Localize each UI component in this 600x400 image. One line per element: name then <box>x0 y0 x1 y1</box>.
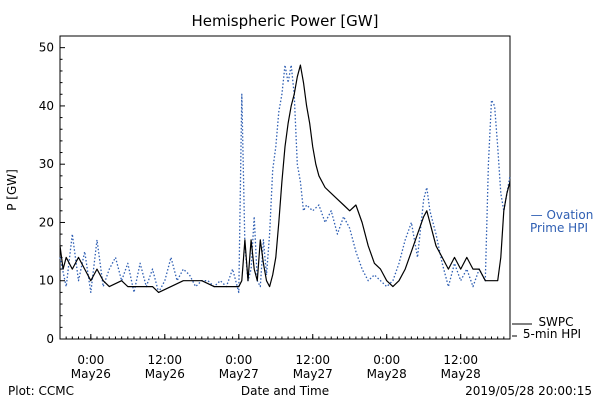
y-ticks: 0 10 20 30 40 50 <box>39 41 65 346</box>
y-axis-label: P [GW] <box>5 169 19 211</box>
x-tick-date: May26 <box>71 367 111 381</box>
x-tick-date: May27 <box>293 367 333 381</box>
x-tick-date: May27 <box>219 367 259 381</box>
x-axis-label: Date and Time <box>241 384 329 398</box>
x-tick-date: May28 <box>441 367 481 381</box>
x-tick-time: 12:00 <box>443 353 478 367</box>
x-tick-time: 12:00 <box>147 353 182 367</box>
y-tick-label: 0 <box>46 332 54 346</box>
series-ovation-prime-line <box>59 64 511 294</box>
y-tick-label: 30 <box>39 157 54 171</box>
chart-title: Hemispheric Power [GW] <box>192 12 379 30</box>
x-tick-date: May28 <box>367 367 407 381</box>
legend-ovation-line2: Prime HPI <box>530 221 588 235</box>
y-tick-label: 50 <box>39 41 54 55</box>
series-swpc-line <box>59 64 511 293</box>
y-tick-label: 40 <box>39 99 54 113</box>
x-ticks: 0:00May2612:00May260:00May2712:00May270:… <box>65 334 505 381</box>
legend-swpc-line1: SWPC <box>538 315 573 329</box>
plot-frame <box>59 35 511 340</box>
footer-plot-source: Plot: CCMC <box>8 384 74 398</box>
x-tick-date: May26 <box>145 367 185 381</box>
x-tick-time: 0:00 <box>225 353 252 367</box>
legend-ovation-line1: — Ovation <box>531 208 594 222</box>
x-tick-time: 0:00 <box>373 353 400 367</box>
footer-timestamp: 2019/05/28 20:00:15 <box>465 384 592 398</box>
legend-swpc-line2: 5-min HPI <box>523 327 581 341</box>
x-tick-time: 12:00 <box>295 353 330 367</box>
y-tick-label: 20 <box>39 215 54 229</box>
series-lines <box>59 64 511 294</box>
y-tick-label: 10 <box>39 274 54 288</box>
x-tick-time: 0:00 <box>77 353 104 367</box>
